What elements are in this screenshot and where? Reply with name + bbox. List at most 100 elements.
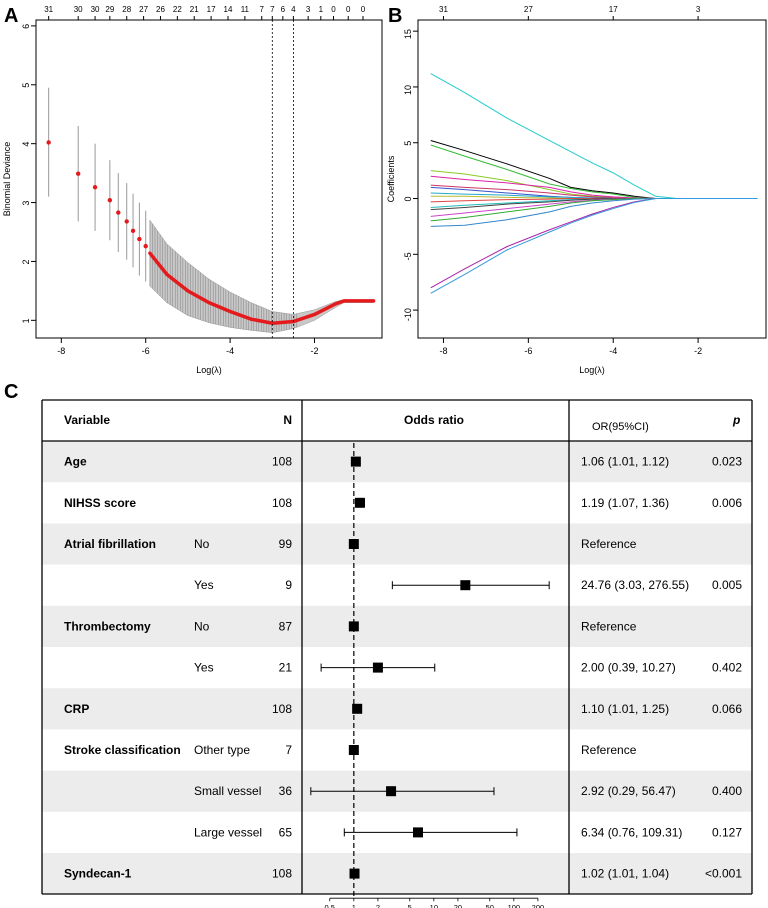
row-n: 99 bbox=[279, 537, 293, 551]
row-p-value: 0.066 bbox=[712, 702, 742, 716]
top-tick-label: 14 bbox=[224, 5, 233, 14]
top-tick-label: 0 bbox=[361, 5, 366, 14]
row-level: No bbox=[194, 619, 210, 633]
x-tick-label: -4 bbox=[609, 346, 617, 356]
panel-a-frame bbox=[35, 19, 383, 339]
odds-ratio-marker bbox=[352, 703, 363, 714]
top-tick-label: 3 bbox=[696, 5, 701, 14]
coefficient-path bbox=[430, 140, 758, 200]
top-tick-label: 7 bbox=[260, 5, 265, 14]
top-tick-label: 0 bbox=[331, 5, 336, 14]
row-variable: Stroke classification bbox=[64, 743, 181, 757]
panel-c-forest-plot: Variable N Odds ratio OR(95%CI) p Age 108… bbox=[41, 399, 753, 908]
x-tick-label: -2 bbox=[310, 346, 318, 356]
top-tick-label: 30 bbox=[74, 5, 83, 14]
panel-b-coefficient-paths: Log(λ) Coefficients -8 -6 -4 -2 -10 -5 0 5 10 15 3… bbox=[386, 5, 767, 375]
top-tick-label: 26 bbox=[156, 5, 165, 14]
coefficient-path bbox=[430, 198, 758, 222]
row-or-ci: Reference bbox=[581, 619, 637, 633]
top-tick-label: 1 bbox=[319, 5, 324, 14]
row-shading bbox=[42, 523, 752, 565]
odds-ratio-marker bbox=[349, 868, 360, 879]
odds-ratio-marker bbox=[354, 497, 365, 508]
row-p-value: 0.005 bbox=[712, 578, 742, 592]
row-variable: NIHSS score bbox=[64, 496, 136, 510]
row-n: 21 bbox=[279, 661, 293, 675]
x-tick-label: -2 bbox=[694, 346, 702, 356]
deviance-point bbox=[130, 228, 136, 234]
deviance-curve bbox=[148, 251, 376, 326]
row-n: 108 bbox=[272, 455, 292, 469]
row-or-ci: 24.76 (3.03, 276.55) bbox=[581, 578, 689, 592]
header-p: p bbox=[732, 413, 740, 427]
forest-x-tick-label: 20 bbox=[454, 903, 462, 908]
y-tick-label: -10 bbox=[403, 308, 413, 321]
panel-b-frame bbox=[417, 19, 767, 339]
panel-label-a: A bbox=[4, 5, 18, 27]
row-shading bbox=[42, 688, 752, 730]
y-tick-label: 10 bbox=[403, 85, 413, 95]
row-level: Other type bbox=[194, 743, 250, 757]
y-tick-label: 5 bbox=[21, 83, 31, 88]
row-or-ci: 2.92 (0.29, 56.47) bbox=[581, 784, 676, 798]
y-tick-label: 6 bbox=[21, 24, 31, 29]
panel-b-xlabel: Log(λ) bbox=[579, 365, 605, 375]
forest-x-tick-label: 2 bbox=[376, 903, 380, 908]
row-shading bbox=[42, 853, 752, 895]
y-tick-label: 1 bbox=[21, 318, 31, 323]
top-tick-label: 29 bbox=[105, 5, 114, 14]
top-tick-label: 17 bbox=[207, 5, 216, 14]
deviance-point bbox=[46, 140, 51, 145]
row-shading bbox=[42, 605, 752, 647]
x-tick-label: -6 bbox=[142, 346, 150, 356]
coefficient-path bbox=[430, 198, 758, 227]
row-p-value: <0.001 bbox=[705, 867, 742, 881]
row-shading bbox=[42, 441, 752, 483]
row-variable: Thrombectomy bbox=[64, 619, 151, 633]
forest-x-tick-label: 200 bbox=[532, 903, 545, 908]
top-tick-label: 4 bbox=[291, 5, 296, 14]
row-level: Large vessel bbox=[194, 825, 262, 839]
forest-x-tick-label: 5 bbox=[408, 903, 412, 908]
header-or-ci: OR(95%CI) bbox=[592, 421, 649, 433]
y-tick-label: 0 bbox=[403, 197, 413, 202]
row-or-ci: Reference bbox=[581, 537, 637, 551]
row-level: No bbox=[194, 537, 210, 551]
row-level: Yes bbox=[194, 661, 214, 675]
x-tick-label: -6 bbox=[524, 346, 532, 356]
x-tick-label: -8 bbox=[57, 346, 65, 356]
top-tick-label: 21 bbox=[190, 5, 199, 14]
row-n: 108 bbox=[272, 702, 292, 716]
row-p-value: 0.127 bbox=[712, 825, 742, 839]
odds-ratio-marker bbox=[460, 580, 471, 591]
coefficient-path bbox=[430, 198, 758, 294]
deviance-point bbox=[116, 210, 121, 215]
deviance-point bbox=[124, 219, 129, 224]
top-tick-label: 30 bbox=[91, 5, 100, 14]
top-tick-label: 0 bbox=[346, 5, 351, 14]
row-variable: Syndecan-1 bbox=[64, 867, 132, 881]
row-level: Yes bbox=[194, 578, 214, 592]
row-or-ci: 1.02 (1.01, 1.04) bbox=[581, 867, 669, 881]
top-tick-label: 6 bbox=[281, 5, 286, 14]
forest-x-tick-label: 0.5 bbox=[325, 903, 335, 908]
panel-label-c: C bbox=[4, 381, 18, 403]
deviance-point bbox=[107, 198, 113, 203]
top-tick-label: 28 bbox=[122, 5, 131, 14]
row-or-ci: Reference bbox=[581, 743, 637, 757]
top-tick-label: 3 bbox=[306, 5, 311, 14]
row-n: 7 bbox=[285, 743, 292, 757]
top-tick-label: 17 bbox=[609, 5, 618, 14]
odds-ratio-marker bbox=[350, 456, 361, 467]
row-p-value: 0.400 bbox=[712, 784, 742, 798]
deviance-point bbox=[92, 185, 98, 190]
row-or-ci: 6.34 (0.76, 109.31) bbox=[581, 825, 682, 839]
panel-label-b: B bbox=[388, 5, 402, 27]
top-tick-label: 27 bbox=[524, 5, 533, 14]
row-or-ci: 1.19 (1.07, 1.36) bbox=[581, 496, 669, 510]
forest-x-tick-label: 50 bbox=[486, 903, 494, 908]
row-n: 36 bbox=[279, 784, 293, 798]
y-tick-label: 15 bbox=[403, 29, 413, 39]
row-n: 9 bbox=[285, 578, 292, 592]
row-or-ci: 1.10 (1.01, 1.25) bbox=[581, 702, 669, 716]
